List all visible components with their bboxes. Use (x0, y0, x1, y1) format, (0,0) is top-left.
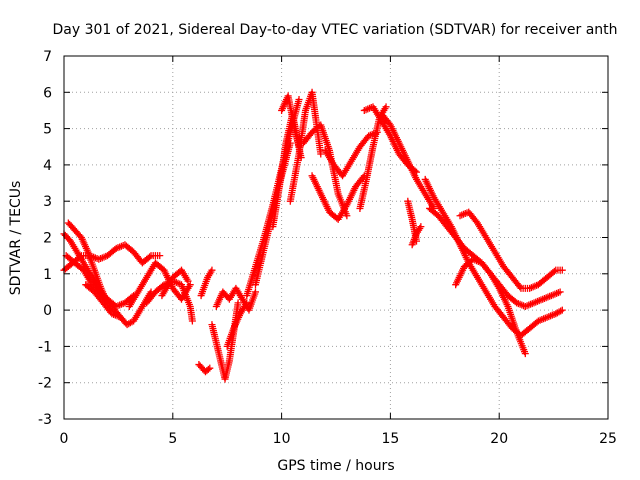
data-point (184, 277, 192, 285)
y-tick-label: 3 (43, 194, 52, 210)
x-tick-label: 0 (60, 431, 69, 447)
data-point (208, 266, 216, 274)
y-tick-label: -3 (38, 412, 52, 428)
y-tick-label: -1 (38, 339, 52, 355)
data-point (188, 317, 196, 325)
series-track-9 (195, 361, 214, 376)
data-point (521, 350, 529, 358)
x-tick-label: 25 (599, 431, 617, 447)
chart-title: Day 301 of 2021, Sidereal Day-to-day VTE… (52, 22, 617, 38)
x-tick-label: 15 (381, 431, 399, 447)
series-track-21 (321, 128, 381, 180)
data-point (76, 253, 84, 261)
series-track-11 (208, 299, 242, 383)
y-tick-label: 0 (43, 303, 52, 319)
series-track-24 (378, 110, 438, 212)
data-point (417, 223, 425, 231)
y-tick-label: -2 (38, 376, 52, 392)
data-point (558, 306, 566, 314)
data-point (557, 307, 565, 315)
grid-lines (64, 56, 608, 419)
y-tick-labels: -3 -2 -1 0 1 2 3 4 5 6 7 (38, 49, 52, 428)
data-point (156, 252, 164, 260)
series-track-10 (197, 266, 216, 300)
x-tick-label: 5 (168, 431, 177, 447)
data-point (317, 150, 325, 158)
y-tick-label: 7 (43, 49, 52, 65)
series-track-20 (308, 172, 368, 223)
series-track-28 (456, 208, 566, 292)
data-point (558, 266, 566, 274)
data-point (382, 103, 390, 111)
data-points (60, 88, 566, 383)
data-point (234, 299, 242, 307)
series-track-13 (223, 299, 251, 350)
y-tick-label: 4 (43, 158, 52, 174)
series-track-26 (421, 175, 566, 340)
plot-frame (63, 55, 609, 420)
x-axis-label: GPS time / hours (277, 458, 394, 474)
data-point (343, 212, 351, 220)
data-point (556, 288, 564, 296)
y-tick-label: 2 (43, 231, 52, 247)
x-tick-labels: 0 5 10 15 20 25 (60, 431, 617, 447)
series-track-4 (64, 219, 112, 307)
data-point (251, 288, 259, 296)
data-point (243, 299, 251, 307)
series-track-8 (158, 266, 192, 300)
data-point (117, 313, 125, 321)
y-tick-label: 5 (43, 122, 52, 138)
series-track-30 (408, 223, 425, 249)
x-tick-label: 20 (490, 431, 508, 447)
data-point (186, 281, 194, 289)
y-tick-label: 1 (43, 267, 52, 283)
series-track-29 (452, 255, 529, 358)
series-track-1 (60, 230, 155, 329)
data-point (295, 96, 303, 104)
y-axis-label: SDTVAR / TECUs (8, 181, 24, 296)
data-point (516, 283, 524, 291)
x-tick-label: 10 (273, 431, 291, 447)
data-point (146, 253, 154, 261)
y-tick-label: 6 (43, 85, 52, 101)
data-point (550, 267, 558, 275)
series-track-19 (299, 121, 351, 220)
data-point (206, 364, 214, 372)
data-point (204, 365, 212, 373)
series-track-5 (82, 281, 125, 321)
